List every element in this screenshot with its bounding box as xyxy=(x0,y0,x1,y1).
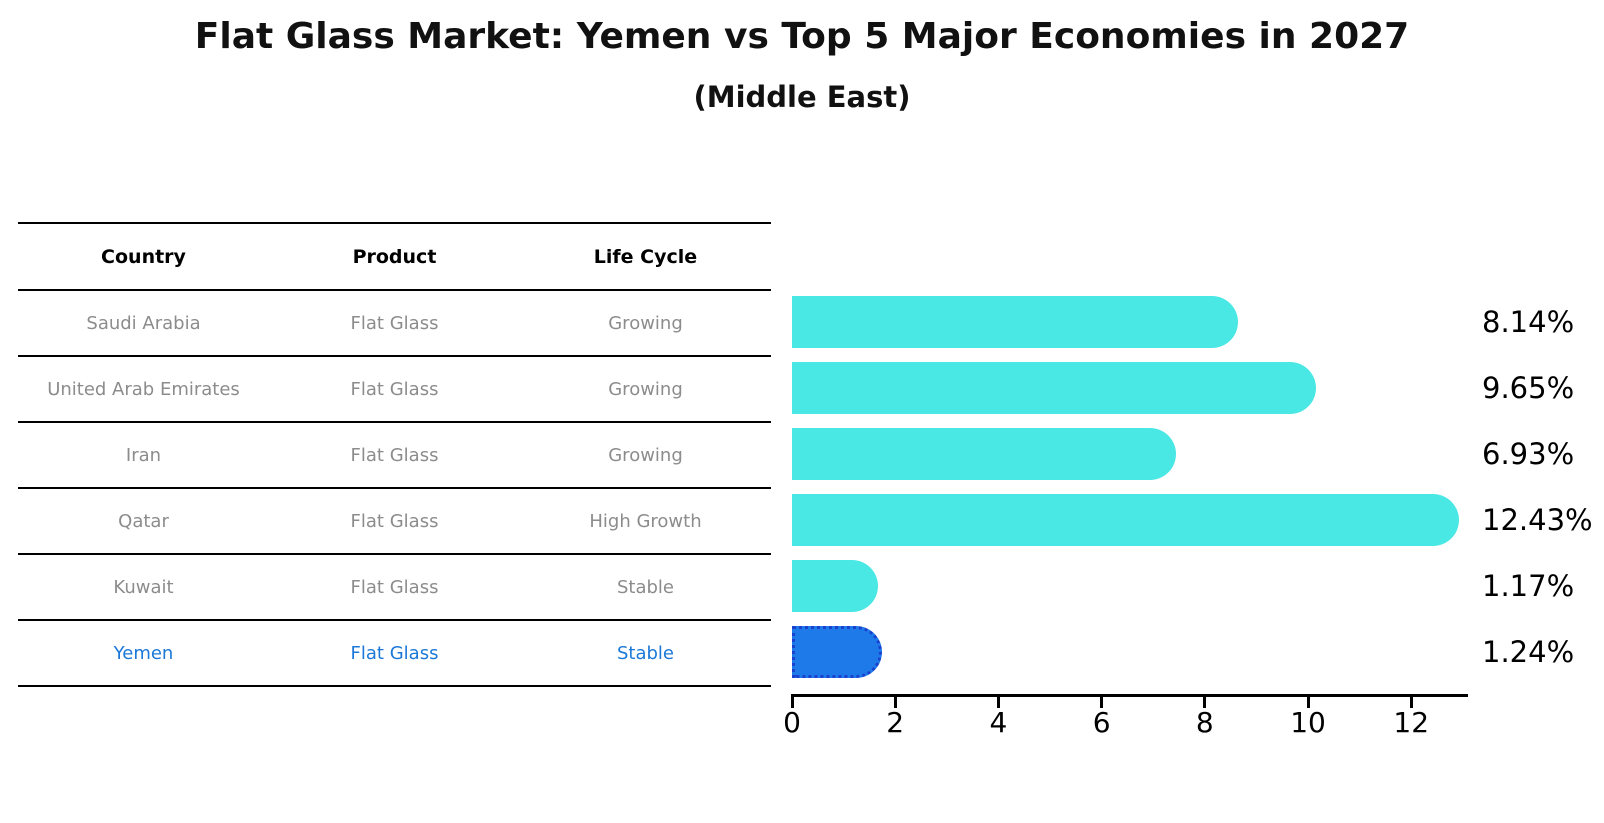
table-row: Qatar Flat Glass High Growth xyxy=(18,489,771,555)
table-row: Iran Flat Glass Growing xyxy=(18,423,771,489)
cell-life-cycle: High Growth xyxy=(589,510,702,532)
value-label: 12.43% xyxy=(1482,503,1593,537)
cell-country: Saudi Arabia xyxy=(86,312,201,334)
bar-united-arab-emirates xyxy=(792,362,1316,414)
x-axis-line xyxy=(792,694,1468,697)
column-header-product: Product xyxy=(352,245,437,268)
table-header-row: Country Product Life Cycle xyxy=(18,224,771,291)
cell-product: Flat Glass xyxy=(350,312,439,334)
x-axis-tick-label: 12 xyxy=(1393,706,1430,739)
cell-country: Yemen xyxy=(113,642,174,664)
bar-qatar xyxy=(792,494,1460,546)
table-row: Kuwait Flat Glass Stable xyxy=(18,555,771,621)
cell-product: Flat Glass xyxy=(350,642,439,664)
x-axis-tick-label: 4 xyxy=(989,706,1008,739)
cell-life-cycle: Growing xyxy=(608,312,683,334)
column-header-life-cycle: Life Cycle xyxy=(593,245,698,268)
x-axis-tick-label: 2 xyxy=(886,706,905,739)
table-row: United Arab Emirates Flat Glass Growing xyxy=(18,357,771,423)
cell-product: Flat Glass xyxy=(350,378,439,400)
value-label: 1.17% xyxy=(1482,569,1575,603)
bar-yemen-highlight xyxy=(792,626,882,678)
column-header-country: Country xyxy=(101,245,186,268)
x-axis-tick-label: 6 xyxy=(1092,706,1111,739)
x-axis-tick xyxy=(790,694,794,708)
x-axis-tick-label: 8 xyxy=(1195,706,1214,739)
bar-saudi-arabia xyxy=(792,296,1239,348)
table-row-yemen: Yemen Flat Glass Stable xyxy=(18,621,771,687)
cell-product: Flat Glass xyxy=(350,510,439,532)
x-axis-tick xyxy=(996,694,1000,708)
value-label: 1.24% xyxy=(1482,635,1575,669)
cell-country: United Arab Emirates xyxy=(47,378,240,400)
x-axis-tick-label: 10 xyxy=(1290,706,1326,739)
chart-subtitle: (Middle East) xyxy=(693,80,911,114)
value-label: 9.65% xyxy=(1482,371,1575,405)
country-table: Country Product Life Cycle Saudi Arabia … xyxy=(18,222,771,687)
cell-life-cycle: Stable xyxy=(616,576,674,598)
cell-product: Flat Glass xyxy=(350,444,439,466)
x-axis-tick xyxy=(1100,694,1104,708)
cell-product: Flat Glass xyxy=(350,576,439,598)
cell-country: Iran xyxy=(125,444,162,466)
x-axis-tick xyxy=(1203,694,1207,708)
x-axis-tick xyxy=(1306,694,1310,708)
chart-title: Flat Glass Market: Yemen vs Top 5 Major … xyxy=(194,16,1410,57)
cell-life-cycle: Stable xyxy=(616,642,674,664)
cell-country: Qatar xyxy=(118,510,169,532)
cell-country: Kuwait xyxy=(113,576,174,598)
x-axis-tick-label: 0 xyxy=(783,706,801,739)
table-row: Saudi Arabia Flat Glass Growing xyxy=(18,291,771,357)
bar-iran xyxy=(792,428,1176,480)
value-label: 8.14% xyxy=(1482,305,1575,339)
bar-kuwait xyxy=(792,560,879,612)
x-axis-tick xyxy=(893,694,897,708)
value-label: 6.93% xyxy=(1482,437,1575,471)
x-axis-tick xyxy=(1409,694,1413,708)
cell-life-cycle: Growing xyxy=(608,378,683,400)
cell-life-cycle: Growing xyxy=(608,444,683,466)
